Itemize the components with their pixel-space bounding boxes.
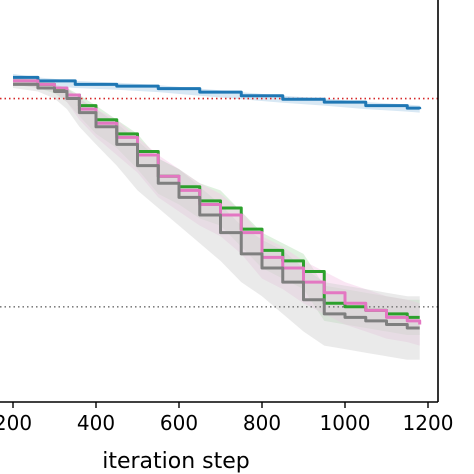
x-tick-label: 200 — [0, 411, 32, 435]
series-line-3 — [13, 82, 420, 330]
x-tick-label: 800 — [243, 411, 281, 435]
series-lines — [13, 75, 422, 330]
series-line-0 — [13, 75, 422, 110]
series-band-1 — [13, 77, 420, 336]
axes — [0, 0, 439, 403]
x-axis-label: iteration step — [102, 449, 250, 474]
series-band-3 — [13, 80, 420, 360]
confidence-bands — [13, 73, 420, 360]
x-tick-label: 600 — [160, 411, 198, 435]
series-band-2 — [13, 77, 420, 346]
x-tick-label: 1000 — [320, 411, 371, 435]
series-line-2 — [13, 79, 422, 325]
x-tick-label: 1200 — [403, 411, 454, 435]
x-tick-label: 400 — [77, 411, 115, 435]
x-ticks: 200 400 600 800 1000 1200 — [0, 402, 453, 435]
